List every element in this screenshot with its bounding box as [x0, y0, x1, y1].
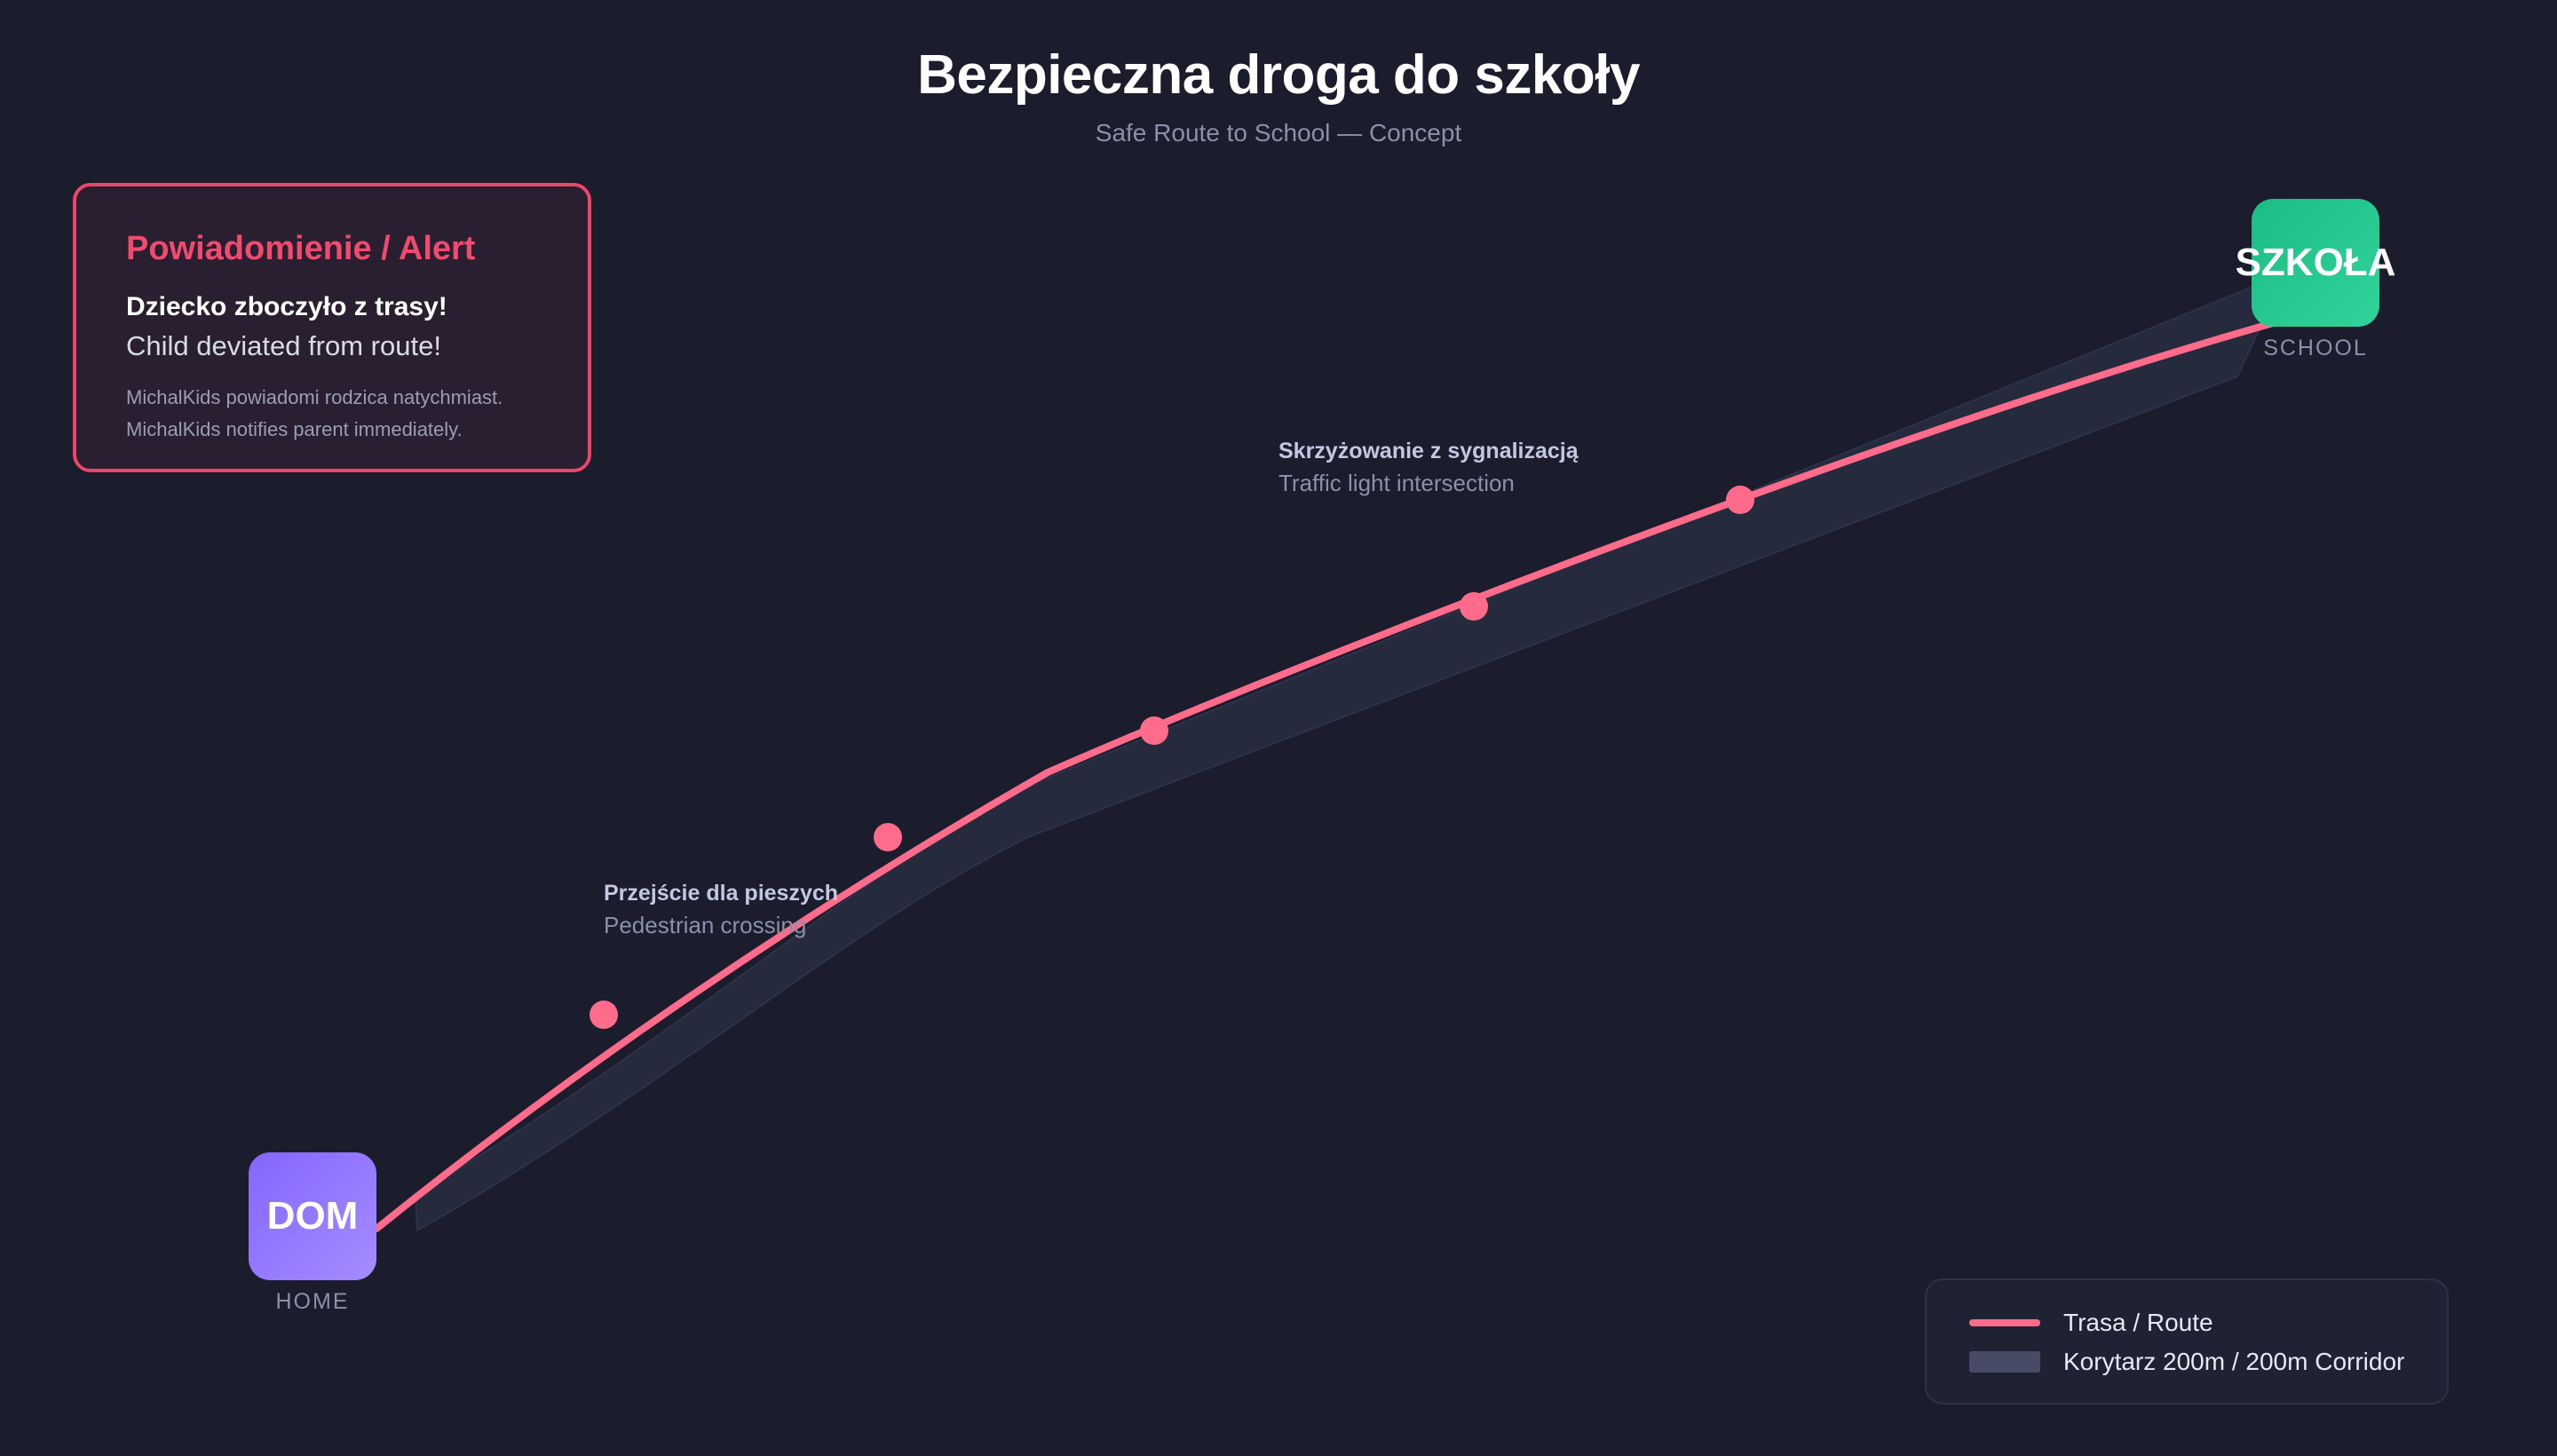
alert-note: MichalKids powiadomi rodzica natychmiast… — [126, 382, 588, 446]
deviation-alert-card: Powiadomienie / Alert Dziecko zboczyło z… — [73, 183, 591, 472]
alert-title: Powiadomienie / Alert — [126, 230, 476, 267]
crossing-label-en: Pedestrian crossing — [604, 912, 807, 938]
home-node: DOM — [249, 1152, 376, 1280]
home-caption: HOME — [275, 1289, 350, 1314]
page-subtitle: Safe Route to School — Concept — [1095, 119, 1462, 146]
page-header: Bezpieczna droga do szkoły Safe Route to… — [0, 37, 2557, 153]
route-swatch — [1969, 1319, 2040, 1326]
waypoint-marker — [1460, 592, 1488, 621]
waypoint-marker — [590, 1001, 618, 1029]
corridor-band — [414, 272, 2287, 1232]
waypoint-marker — [874, 823, 902, 851]
page-title: Bezpieczna droga do szkoły — [917, 44, 1640, 106]
lights-label-pl: Skrzyżowanie z sygnalizacją — [1278, 439, 1579, 463]
school-node: SZKOŁA — [2236, 199, 2395, 327]
alert-message-en: Child deviated from route! — [126, 330, 441, 361]
legend-corridor-label: Korytarz 200m / 200m Corridor — [2063, 1348, 2405, 1375]
pedestrian-crossing-annotation: Przejście dla pieszych Pedestrian crossi… — [604, 877, 838, 941]
alert-note-pl: MichalKids powiadomi rodzica natychmiast… — [126, 386, 503, 408]
alert-note-en: MichalKids notifies parent immediately. — [126, 418, 463, 440]
traffic-light-annotation: Skrzyżowanie z sygnalizacją Traffic ligh… — [1278, 435, 1579, 499]
alert-message-pl: Dziecko zboczyło z trasy! — [126, 292, 447, 321]
legend: Trasa / Route Korytarz 200m / 200m Corri… — [1925, 1278, 2449, 1405]
crossing-label-pl: Przejście dla pieszych — [604, 881, 839, 906]
waypoint-marker — [1726, 486, 1754, 514]
waypoint-marker — [1140, 716, 1168, 745]
school-caption: SCHOOL — [2263, 336, 2368, 360]
legend-item-route: Trasa / Route — [1969, 1303, 2447, 1342]
lights-label-en: Traffic light intersection — [1278, 470, 1515, 496]
route-line — [373, 320, 2276, 1232]
corridor-swatch — [1969, 1351, 2040, 1373]
legend-route-label: Trasa / Route — [2063, 1309, 2213, 1336]
legend-item-corridor: Korytarz 200m / 200m Corridor — [1969, 1342, 2447, 1381]
